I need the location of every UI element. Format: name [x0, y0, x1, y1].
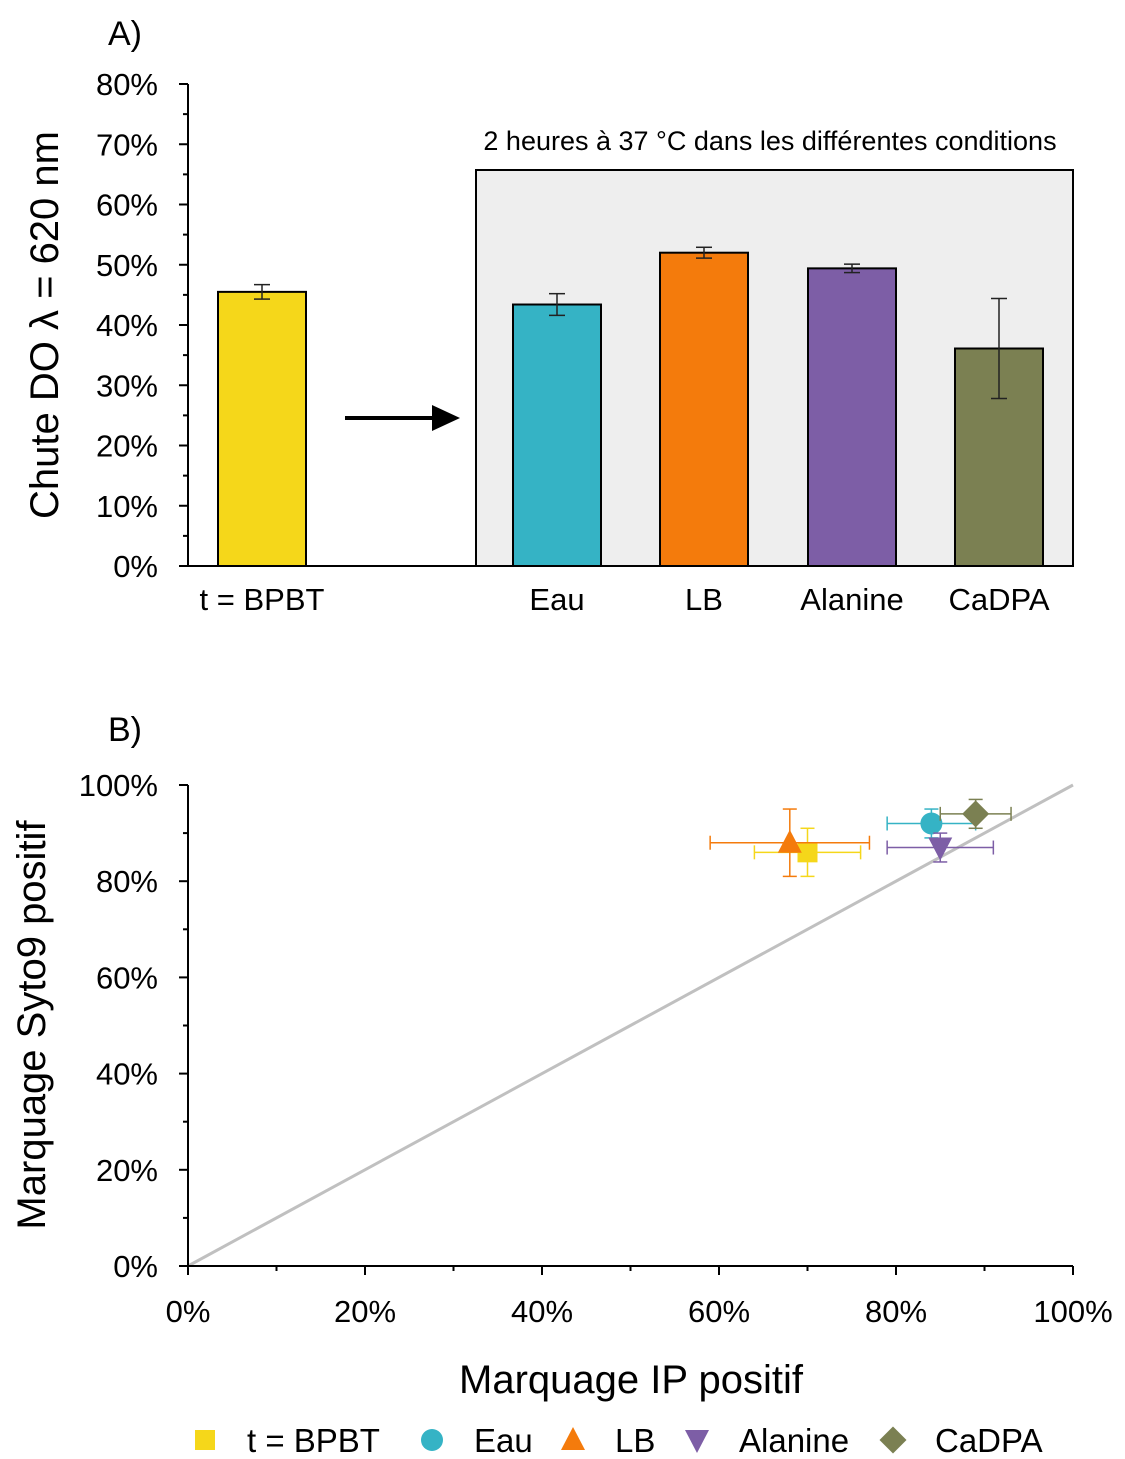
y-tick-label: 40% [96, 1057, 158, 1092]
legend-marker-triangle-down [685, 1430, 709, 1453]
point-triangle-down [928, 837, 953, 861]
bar [659, 251, 749, 567]
x-tick-label: 60% [688, 1294, 750, 1329]
y-tick-label: 100% [79, 768, 158, 803]
y-tick-label: 80% [96, 864, 158, 899]
error-bar [696, 246, 712, 259]
category-label: LB [685, 582, 723, 617]
y-tick-label: 0% [113, 1249, 158, 1284]
category-label: Alanine [800, 582, 903, 617]
x-tick-label: 100% [1033, 1294, 1112, 1329]
legend-label: LB [615, 1422, 655, 1459]
panel-b-label: B) [108, 711, 142, 749]
conditions-box-label: 2 heures à 37 °C dans les différentes co… [483, 126, 1056, 156]
x-tick-label: 40% [511, 1294, 573, 1329]
error-bar [844, 263, 860, 274]
legend-marker-diamond [879, 1426, 907, 1454]
panel-a-category-labels: t = BPBT Eau LB Alanine CaDPA [200, 582, 1050, 617]
legend-label: Eau [474, 1422, 533, 1459]
legend-marker-square [195, 1430, 215, 1450]
point-circle [920, 812, 943, 835]
panel-a-bars [217, 246, 1044, 567]
point-diamond [962, 800, 990, 828]
panel-a-y-ticks: 0% 10% 20% 30% 40% 50% 60% 70% 80% [96, 67, 188, 584]
legend: t = BPBT Eau LB Alanine CaDPA [195, 1422, 1043, 1459]
category-label: Eau [529, 582, 584, 617]
transition-arrow [345, 405, 460, 431]
legend-marker-triangle-up [561, 1427, 585, 1450]
legend-label: t = BPBT [247, 1422, 380, 1459]
panel-b-ticks: 0% 20% 40% 60% 80% 100% 0% 20% 40% 60% 80% 100% [79, 768, 1113, 1329]
point-triangle-up [777, 829, 802, 853]
panel-b-y-axis-title: Marquage Syto9 positif [10, 820, 54, 1230]
panel-b-points [709, 798, 1012, 878]
y-tick-label: 50% [96, 248, 158, 283]
y-tick-label: 70% [96, 127, 158, 162]
y-tick-label: 80% [96, 67, 158, 102]
bar [807, 267, 897, 567]
legend-label: CaDPA [935, 1422, 1043, 1459]
error-bar [549, 292, 565, 317]
category-label: t = BPBT [200, 582, 325, 617]
x-tick-label: 0% [166, 1294, 211, 1329]
panel-a-label: A) [108, 15, 142, 53]
y-tick-label: 60% [96, 188, 158, 223]
x-tick-label: 80% [865, 1294, 927, 1329]
legend-label: Alanine [739, 1422, 849, 1459]
panel-a-y-axis-title: Chute DO λ = 620 nm [23, 131, 67, 519]
y-tick-label: 40% [96, 308, 158, 343]
category-label: CaDPA [948, 582, 1049, 617]
y-tick-label: 20% [96, 1153, 158, 1188]
error-bar [991, 297, 1007, 400]
panel-b-x-axis-title: Marquage IP positif [459, 1358, 804, 1402]
bar [512, 303, 602, 567]
y-tick-label: 0% [113, 549, 158, 584]
y-tick-label: 10% [96, 489, 158, 524]
legend-marker-circle [421, 1429, 443, 1451]
bar [217, 290, 307, 567]
y-tick-label: 20% [96, 429, 158, 464]
x-tick-label: 20% [334, 1294, 396, 1329]
identity-line [187, 783, 1074, 1268]
y-tick-label: 30% [96, 368, 158, 403]
panel-b-scatter-chart: B) Marquage Syto9 positif Marquage IP po… [10, 711, 1113, 1459]
point-square [797, 842, 818, 863]
error-bar [254, 283, 270, 300]
y-tick-label: 60% [96, 960, 158, 995]
panel-a-bar-chart: A) Chute DO λ = 620 nm 2 heures à 37 °C … [23, 15, 1074, 617]
